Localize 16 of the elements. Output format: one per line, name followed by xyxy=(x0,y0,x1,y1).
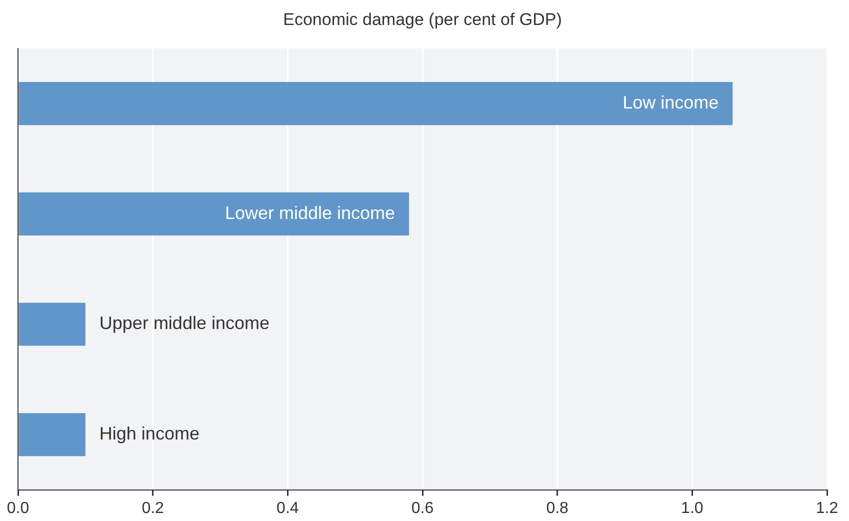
x-tick-label: 0.6 xyxy=(411,500,434,517)
y-tick-label: Upper middle income xyxy=(99,313,270,334)
chart-title: Economic damage (per cent of GDP) xyxy=(283,10,562,29)
x-tick-label: 0.4 xyxy=(276,500,299,517)
x-tick-label: 1.2 xyxy=(816,500,838,517)
y-tick-label: Low income xyxy=(622,92,719,113)
y-tick-label: Lower middle income xyxy=(224,202,396,223)
bar xyxy=(18,192,410,236)
y-tick-label: High income xyxy=(99,424,200,444)
bar xyxy=(18,302,86,346)
bar xyxy=(18,413,86,456)
bar xyxy=(18,82,733,126)
x-tick-label: 0.2 xyxy=(142,500,164,517)
x-tick-label: 0.8 xyxy=(546,500,569,517)
x-tick-label: 1.0 xyxy=(681,500,704,517)
x-tick-label: 0.0 xyxy=(6,500,30,517)
